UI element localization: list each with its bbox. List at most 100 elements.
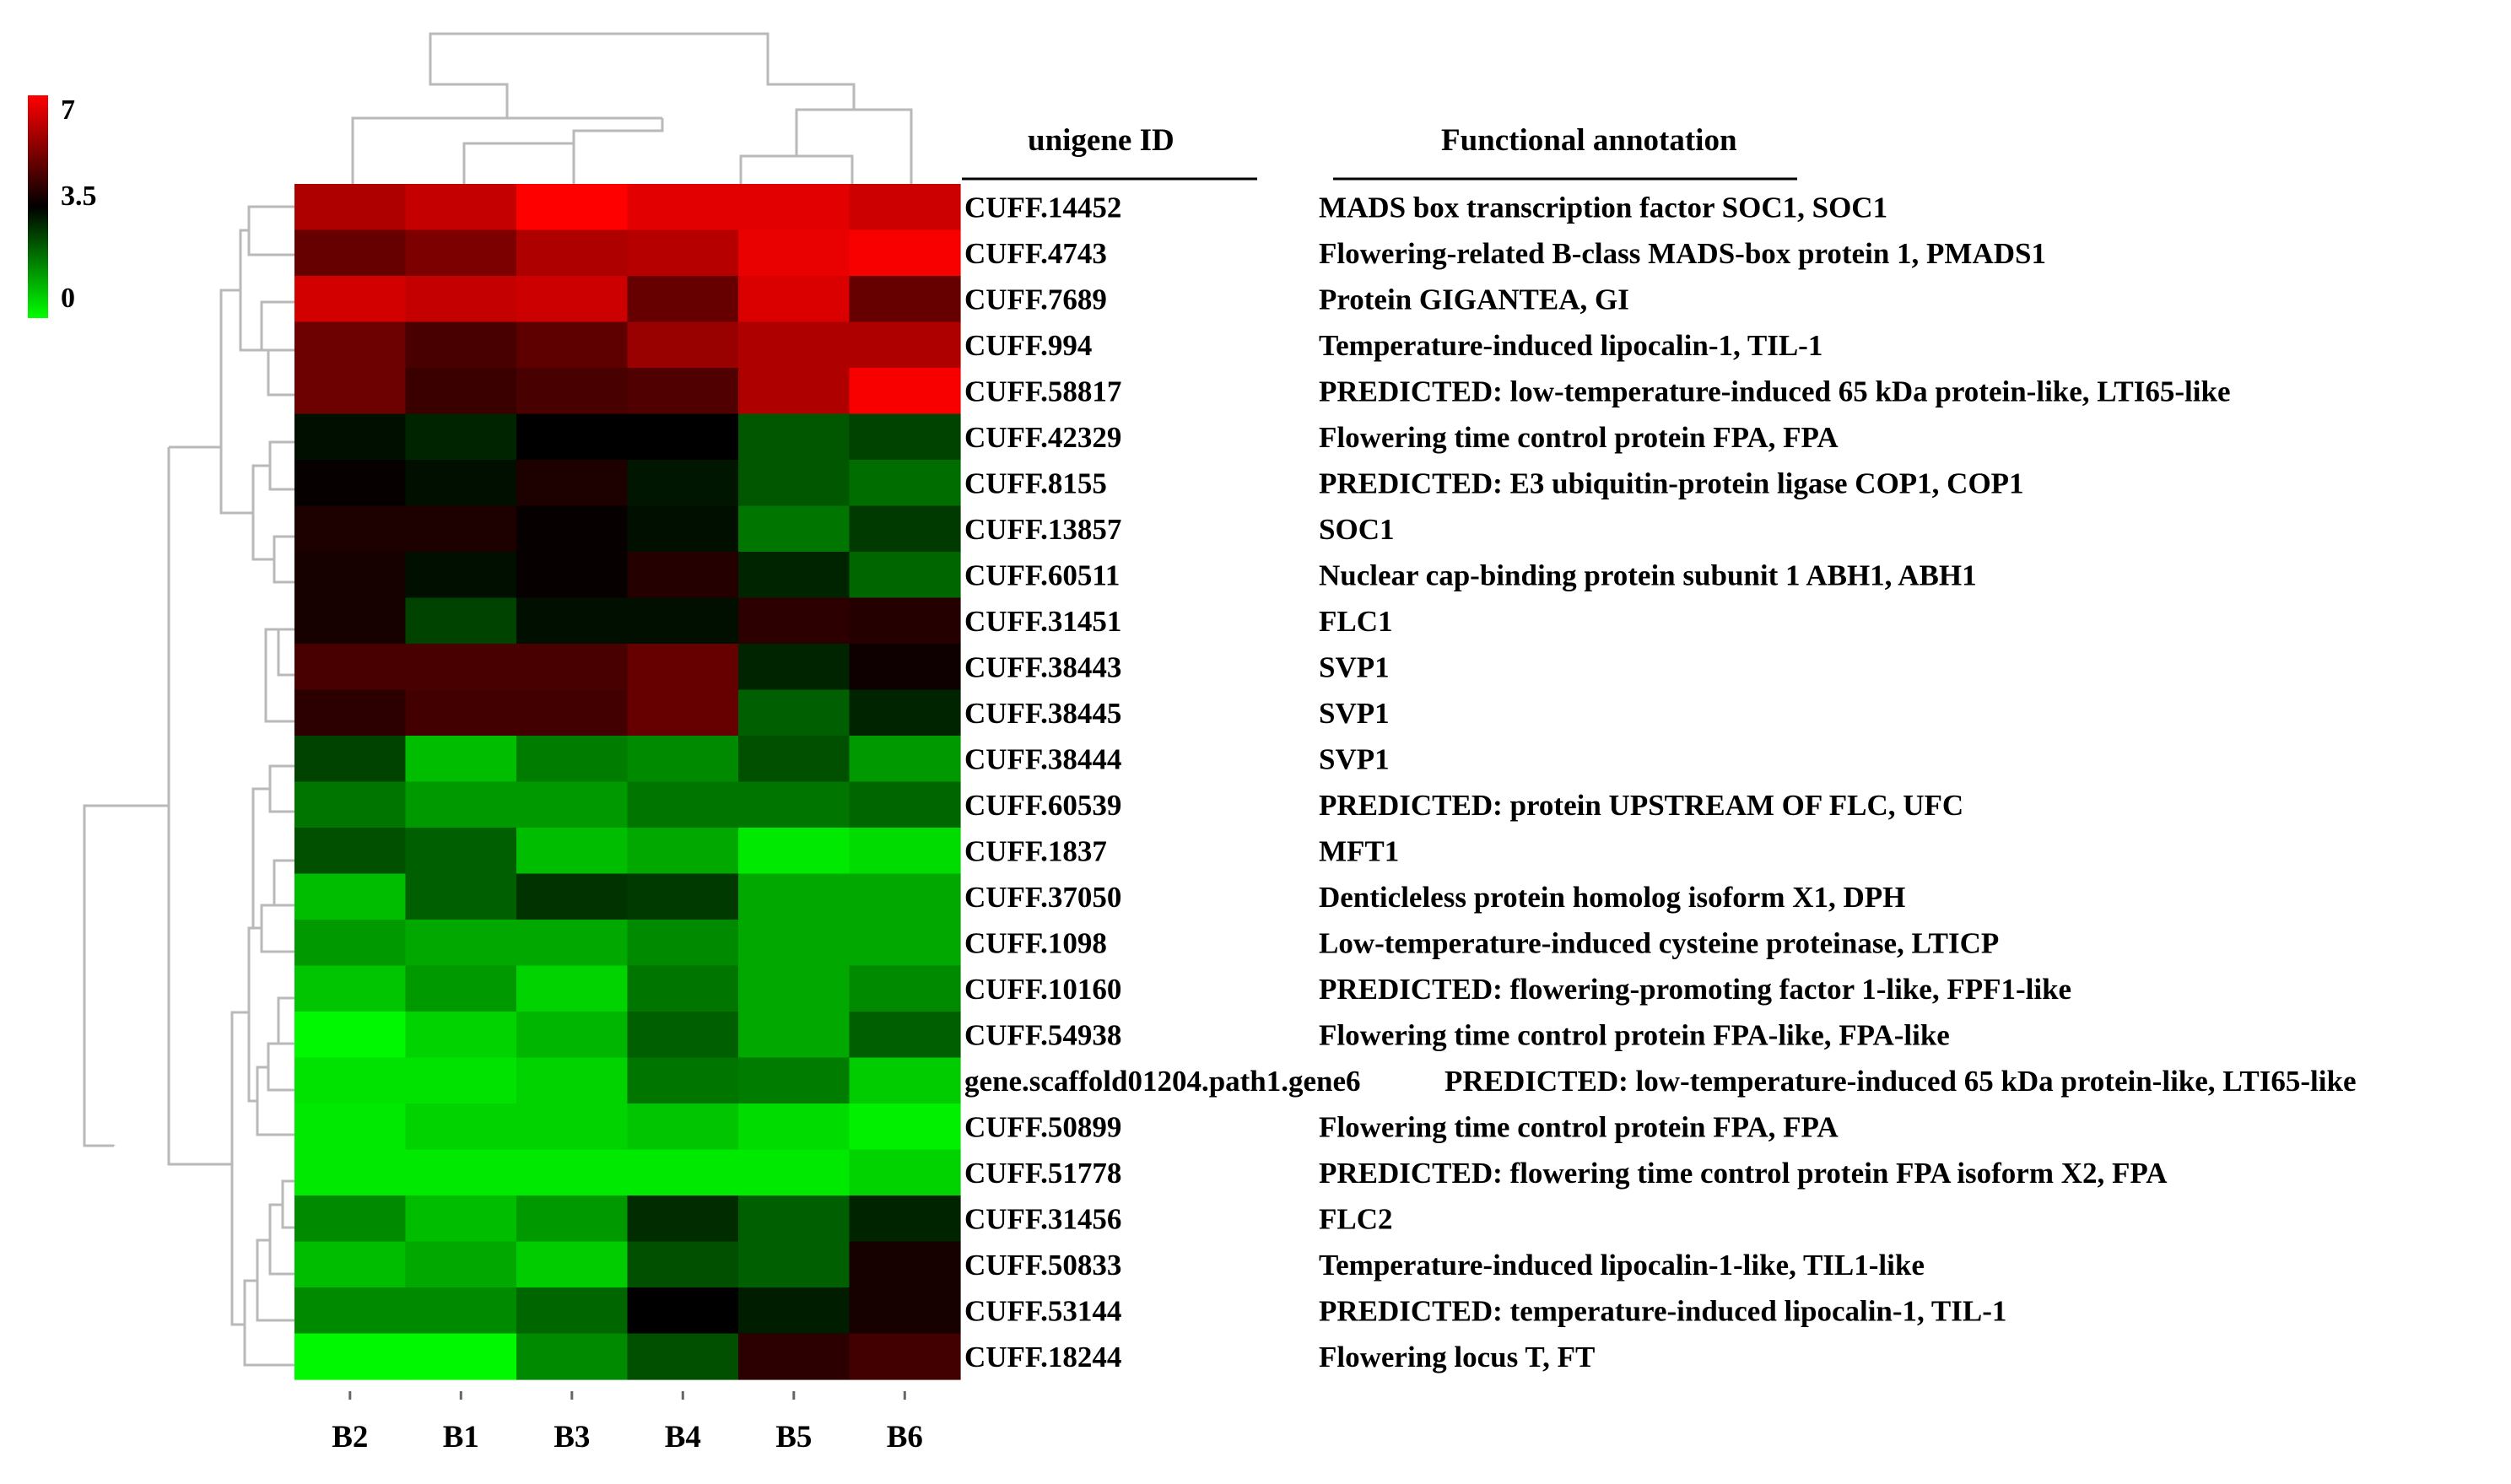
heatmap-cell (405, 413, 517, 461)
heatmap-cell (516, 184, 629, 231)
heatmap-cell (849, 873, 961, 920)
annotation-label: Protein GIGANTEA, GI (1319, 283, 1629, 316)
gene-id-label: CUFF.7689 (964, 283, 1107, 316)
heatmap-cell (627, 505, 739, 553)
gene-id-label: CUFF.31456 (964, 1202, 1121, 1235)
heatmap-cell (516, 781, 629, 828)
heatmap-cell (627, 413, 739, 461)
row-labels: CUFF.14452 MADS box transcription factor … (964, 191, 2357, 1373)
heatmap-cell (294, 1104, 407, 1151)
heatmap-cell (516, 413, 629, 461)
gene-id-label: CUFF.14452 (964, 191, 1121, 224)
heatmap-cell (294, 460, 407, 507)
heatmap-cell (294, 368, 407, 415)
heatmap-cell (405, 1195, 517, 1243)
heatmap-cell (627, 1287, 739, 1335)
heatmap-cell (294, 1241, 407, 1288)
heatmap-cell (738, 1149, 850, 1196)
heatmap-cell (516, 552, 629, 599)
gene-id-label: CUFF.60511 (964, 559, 1120, 591)
gene-id-label: CUFF.13857 (964, 513, 1121, 546)
gene-id-label: CUFF.51778 (964, 1157, 1121, 1190)
heatmap-cell (294, 413, 407, 461)
heatmap-cell (294, 321, 407, 369)
heatmap-cell (516, 1241, 629, 1288)
annotation-label: PREDICTED: low-temperature-induced 65 kD… (1444, 1065, 2357, 1098)
color-legend: 7 3.5 0 (28, 94, 97, 318)
heatmap-cell (294, 1149, 407, 1196)
heatmap-cell (294, 1012, 407, 1059)
heatmap-cell (627, 828, 739, 875)
heatmap-cell (627, 920, 739, 967)
heatmap-cell (405, 552, 517, 599)
heatmap-cell (849, 460, 961, 507)
heatmap-cell (516, 1104, 629, 1151)
heatmap-cell (516, 644, 629, 691)
heatmap-cell (627, 965, 739, 1012)
gene-id-label: CUFF.54938 (964, 1018, 1121, 1051)
annotation-label: MADS box transcription factor SOC1, SOC1 (1319, 191, 1887, 224)
heatmap-cell (627, 229, 739, 277)
heatmap-cell (516, 1333, 629, 1380)
heatmap-cell (294, 965, 407, 1012)
heatmap-cell (627, 1149, 739, 1196)
heatmap-cell (516, 920, 629, 967)
heatmap-cell (627, 368, 739, 415)
heatmap-cell (516, 736, 629, 783)
heatmap-cell (849, 1287, 961, 1335)
annotation-label: SVP1 (1319, 742, 1390, 775)
heatmap-cell (294, 1057, 407, 1104)
heatmap-cell (627, 460, 739, 507)
heatmap-cell (738, 552, 850, 599)
gene-id-label: CUFF.42329 (964, 421, 1121, 454)
annotation-label: FLC1 (1319, 605, 1393, 638)
column-label: B2 (332, 1420, 368, 1454)
gene-id-label: CUFF.994 (964, 329, 1092, 362)
heatmap-cell (849, 1012, 961, 1059)
heatmap-cell (738, 1012, 850, 1059)
heatmap-cell (738, 1287, 850, 1335)
annotation-label: Flowering time control protein FPA, FPA (1319, 1110, 1839, 1143)
gene-id-label: CUFF.50833 (964, 1249, 1121, 1282)
heatmap-cell (405, 597, 517, 645)
heatmap-cell (405, 505, 517, 553)
column-labels: B2 B1 B3 B4 B5 B6 (332, 1391, 923, 1454)
heatmap-cell (738, 689, 850, 737)
heatmap-cell (849, 413, 961, 461)
heatmap-cell (738, 1333, 850, 1380)
heatmap-cell (738, 644, 850, 691)
heatmap-cell (627, 781, 739, 828)
annotation-label: Denticleless protein homolog isoform X1,… (1319, 881, 1905, 914)
heatmap-cell (627, 1012, 739, 1059)
annotation-label: FLC2 (1319, 1202, 1393, 1235)
heatmap-cell (627, 689, 739, 737)
annotation-label: PREDICTED: E3 ubiquitin-protein ligase C… (1319, 467, 2024, 499)
column-label: B1 (443, 1420, 479, 1454)
heatmap-cell (738, 321, 850, 369)
heatmap-cells (294, 184, 961, 1380)
heatmap-cell (738, 920, 850, 967)
heatmap-cell (405, 1333, 517, 1380)
heatmap-cell (405, 828, 517, 875)
heatmap-cell (849, 184, 961, 231)
heatmap-cell (849, 1195, 961, 1243)
heatmap-cell (849, 276, 961, 323)
heatmap-cell (405, 781, 517, 828)
heatmap-cell (294, 505, 407, 553)
heatmap-cell (294, 920, 407, 967)
heatmap-cell (738, 276, 850, 323)
annotation-label: MFT1 (1319, 834, 1399, 867)
heatmap-cell (849, 644, 961, 691)
gene-id-label: CUFF.38443 (964, 650, 1121, 683)
heatmap-cell (738, 1104, 850, 1151)
heatmap-cell (627, 1057, 739, 1104)
heatmap-cell (405, 1057, 517, 1104)
heatmap-cell (516, 505, 629, 553)
heatmap-cell (516, 1287, 629, 1335)
annotation-label: Flowering time control protein FPA-like,… (1319, 1018, 1950, 1051)
heatmap-cell (294, 736, 407, 783)
heatmap-cell (405, 873, 517, 920)
heatmap-cell (627, 552, 739, 599)
heatmap-cell (294, 1333, 407, 1380)
